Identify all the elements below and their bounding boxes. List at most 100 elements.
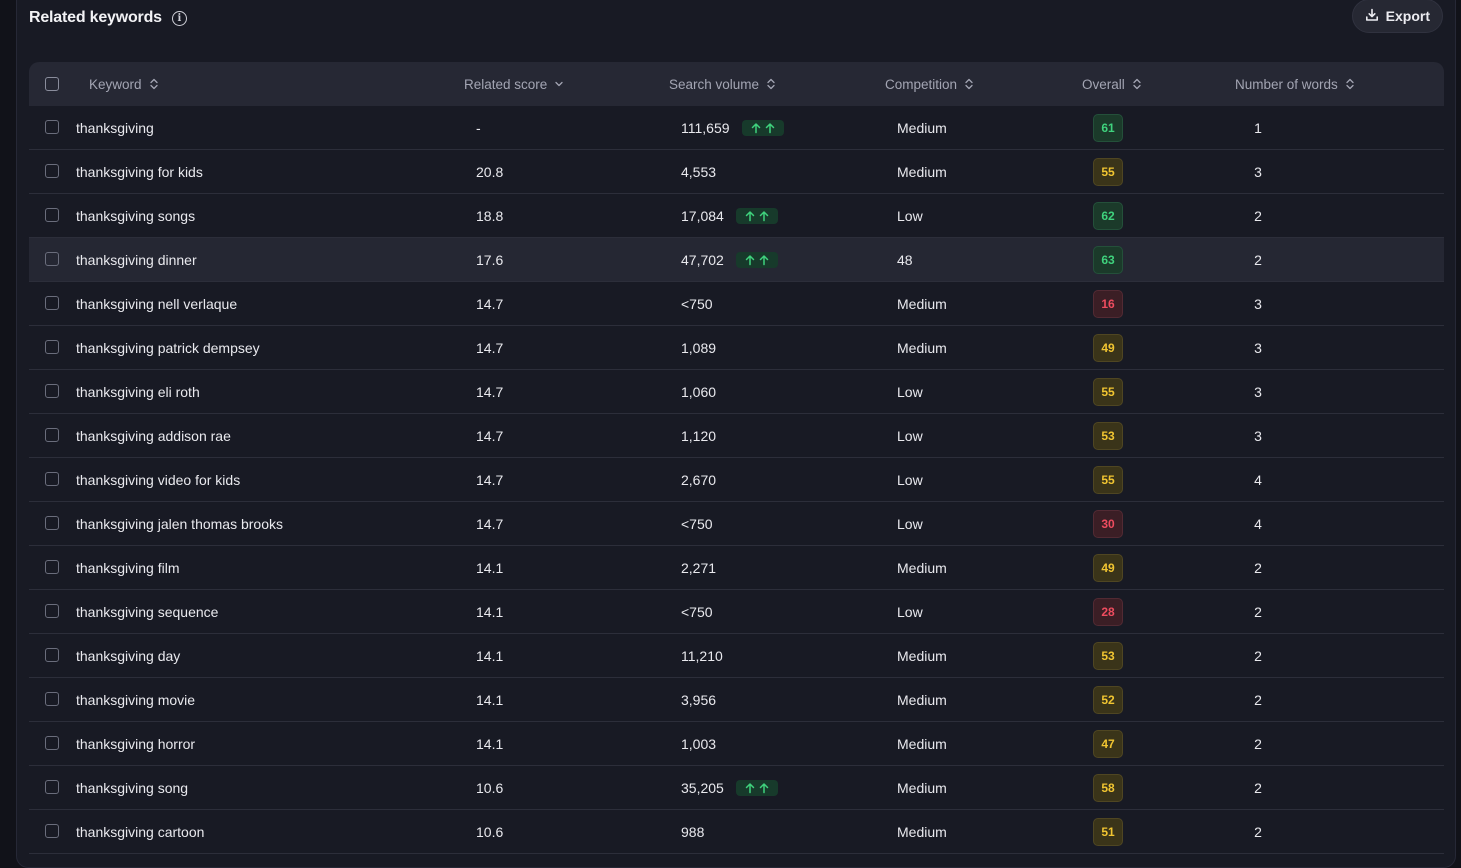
row-checkbox[interactable]: [45, 736, 59, 750]
number-of-words-cell: 3: [1223, 370, 1293, 413]
keyword-cell[interactable]: thanksgiving horror: [76, 722, 195, 765]
table-row[interactable]: thanksgiving dinner 17.6 47,702 48 63 2: [29, 238, 1444, 282]
overall-cell: 63: [1093, 238, 1123, 281]
keyword-cell[interactable]: thanksgiving movie: [76, 678, 195, 721]
table-row[interactable]: thanksgiving jalen thomas brooks 14.7 <750…: [29, 502, 1444, 546]
table-row[interactable]: thanksgiving nell verlaque 14.7 <750 Medium…: [29, 282, 1444, 326]
row-checkbox[interactable]: [45, 692, 59, 706]
table-row[interactable]: thanksgiving horror 14.1 1,003 Medium 47 2: [29, 722, 1444, 766]
search-volume-text: 1,089: [681, 339, 717, 356]
related-score-cell: 14.7: [476, 414, 503, 457]
number-of-words-cell: 2: [1223, 722, 1293, 765]
number-of-words-cell: 2: [1223, 634, 1293, 677]
row-checkbox[interactable]: [45, 560, 59, 574]
keyword-cell[interactable]: thanksgiving day: [76, 634, 180, 677]
search-volume-text: <750: [681, 603, 713, 620]
overall-score-badge: 52: [1093, 685, 1123, 714]
related-score-cell: 10.6: [476, 810, 503, 853]
table-row[interactable]: thanksgiving day 14.1 11,210 Medium 53 2: [29, 634, 1444, 678]
row-checkbox[interactable]: [45, 604, 59, 618]
column-header-keyword[interactable]: Keyword: [89, 62, 158, 106]
export-button[interactable]: Export: [1351, 0, 1443, 33]
keyword-cell[interactable]: thanksgiving for kids: [76, 150, 203, 193]
competition-cell: Medium: [897, 106, 947, 149]
row-checkbox[interactable]: [45, 164, 59, 178]
word-count: 2: [1254, 779, 1262, 796]
related-score-cell: 17.6: [476, 238, 503, 281]
table-row[interactable]: thanksgiving cartoon 10.6 988 Medium 51 2: [29, 810, 1444, 854]
row-checkbox[interactable]: [45, 208, 59, 222]
overall-cell: 28: [1093, 590, 1123, 633]
trending-up-icon: [735, 779, 778, 796]
keyword-cell[interactable]: thanksgiving nell verlaque: [76, 282, 237, 325]
search-volume-cell: 2,271: [681, 546, 716, 589]
table-row[interactable]: thanksgiving songs 18.8 17,084 Low 62 2: [29, 194, 1444, 238]
competition-text: Medium: [897, 339, 947, 356]
keyword-text: thanksgiving nell verlaque: [76, 295, 238, 312]
row-checkbox[interactable]: [45, 780, 59, 794]
table-row[interactable]: thanksgiving for kids 20.8 4,553 Medium 55 3: [29, 150, 1444, 194]
number-of-words-cell: 2: [1223, 238, 1293, 281]
overall-cell: 53: [1093, 414, 1123, 457]
row-checkbox[interactable]: [45, 428, 59, 442]
keyword-cell[interactable]: thanksgiving eli roth: [76, 370, 200, 413]
related-score-cell: 10.6: [476, 766, 503, 809]
keyword-cell[interactable]: thanksgiving jalen thomas brooks: [76, 502, 283, 545]
search-volume-text: 2,271: [681, 559, 717, 576]
related-score-text: 14.1: [476, 735, 504, 752]
row-checkbox[interactable]: [45, 824, 59, 838]
search-volume-cell: 4,553: [681, 150, 716, 193]
overall-cell: 62: [1093, 194, 1123, 237]
row-checkbox[interactable]: [45, 120, 59, 134]
row-checkbox[interactable]: [45, 648, 59, 662]
overall-score-badge: 53: [1093, 421, 1123, 450]
table-row[interactable]: thanksgiving eli roth 14.7 1,060 Low 55 3: [29, 370, 1444, 414]
table-row[interactable]: thanksgiving video for kids 14.7 2,670 Low 5…: [29, 458, 1444, 502]
overall-cell: 49: [1093, 326, 1123, 369]
keyword-cell[interactable]: thanksgiving dinner: [76, 238, 197, 281]
table-row[interactable]: thanksgiving song 10.6 35,205 Medium 58 2: [29, 766, 1444, 810]
search-volume-text: 1,120: [681, 427, 717, 444]
table-row[interactable]: thanksgiving film 14.1 2,271 Medium 49 2: [29, 546, 1444, 590]
table-row[interactable]: thanksgiving movie 14.1 3,956 Medium 52 2: [29, 678, 1444, 722]
row-checkbox[interactable]: [45, 296, 59, 310]
keyword-cell[interactable]: thanksgiving: [76, 106, 154, 149]
keyword-cell[interactable]: thanksgiving sequence: [76, 590, 218, 633]
table-row[interactable]: thanksgiving addison rae 14.7 1,120 Low 53 3: [29, 414, 1444, 458]
row-checkbox[interactable]: [45, 252, 59, 266]
competition-text: Low: [897, 471, 923, 488]
related-score-text: 20.8: [476, 163, 504, 180]
search-volume-text: 3,956: [681, 691, 717, 708]
keyword-cell[interactable]: thanksgiving addison rae: [76, 414, 231, 457]
row-checkbox[interactable]: [45, 516, 59, 530]
number-of-words-cell: 3: [1223, 414, 1293, 457]
keyword-cell[interactable]: thanksgiving songs: [76, 194, 195, 237]
row-checkbox[interactable]: [45, 384, 59, 398]
search-volume-cell: 1,089: [681, 326, 716, 369]
row-checkbox[interactable]: [45, 340, 59, 354]
keyword-cell[interactable]: thanksgiving cartoon: [76, 810, 204, 853]
column-header-search-volume[interactable]: Search volume: [669, 62, 775, 106]
table-row[interactable]: thanksgiving sequence 14.1 <750 Low 28 2: [29, 590, 1444, 634]
row-checkbox[interactable]: [45, 472, 59, 486]
column-header-competition[interactable]: Competition: [885, 62, 973, 106]
select-all-checkbox[interactable]: [45, 77, 59, 91]
keyword-cell[interactable]: thanksgiving film: [76, 546, 180, 589]
keyword-cell[interactable]: thanksgiving song: [76, 766, 188, 809]
column-header-related-score[interactable]: Related score: [464, 62, 563, 106]
word-count: 4: [1254, 515, 1262, 532]
column-header-overall[interactable]: Overall: [1082, 62, 1141, 106]
related-score-text: 14.1: [476, 559, 504, 576]
keyword-cell[interactable]: thanksgiving video for kids: [76, 458, 240, 501]
keyword-cell[interactable]: thanksgiving patrick dempsey: [76, 326, 260, 369]
table-row[interactable]: thanksgiving - 111,659 Medium 61 1: [29, 106, 1444, 150]
info-icon[interactable]: i: [171, 11, 187, 26]
competition-text: Medium: [897, 295, 947, 312]
related-score-cell: 14.7: [476, 458, 503, 501]
search-volume-cell: 1,120: [681, 414, 716, 457]
overall-cell: 51: [1093, 810, 1123, 853]
column-header-number-of-words[interactable]: Number of words: [1235, 62, 1354, 106]
table-row[interactable]: thanksgiving patrick dempsey 14.7 1,089 Med…: [29, 326, 1444, 370]
column-label: Number of words: [1235, 76, 1338, 92]
overall-cell: 55: [1093, 150, 1123, 193]
